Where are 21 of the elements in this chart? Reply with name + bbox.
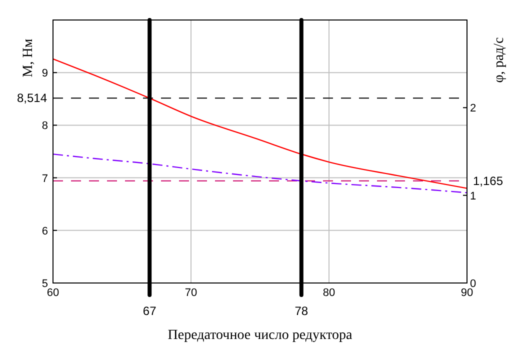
y-tick-label: 7: [42, 172, 48, 185]
line-series: [52, 58, 468, 189]
ref-line-label: 1,165: [473, 174, 504, 188]
y2-tick-label: 2: [470, 102, 476, 115]
x-tick-label: 80: [322, 287, 336, 299]
ref-line-label: 67: [142, 304, 157, 318]
y2-tick-label: 1: [470, 190, 476, 202]
y2-axis-title: φ, рад/с: [492, 37, 507, 83]
y-tick-label: 9: [42, 68, 48, 80]
y2-tick-label: 0: [470, 278, 476, 290]
x-axis-title: Передаточное число редуктора: [168, 328, 354, 343]
x-tick-label: 90: [460, 287, 474, 299]
ref-line-label: 8,514: [16, 91, 48, 106]
y-tick-label: 6: [42, 225, 48, 238]
x-tick-label: 70: [184, 287, 198, 299]
line-series: [52, 154, 468, 194]
ref-line-label: 78: [294, 304, 308, 318]
y-tick-label: 8: [42, 120, 48, 132]
x-tick-label: 60: [46, 287, 60, 299]
y-tick-label: 5: [42, 278, 48, 290]
y-axis-title: M, Нм: [21, 38, 36, 78]
